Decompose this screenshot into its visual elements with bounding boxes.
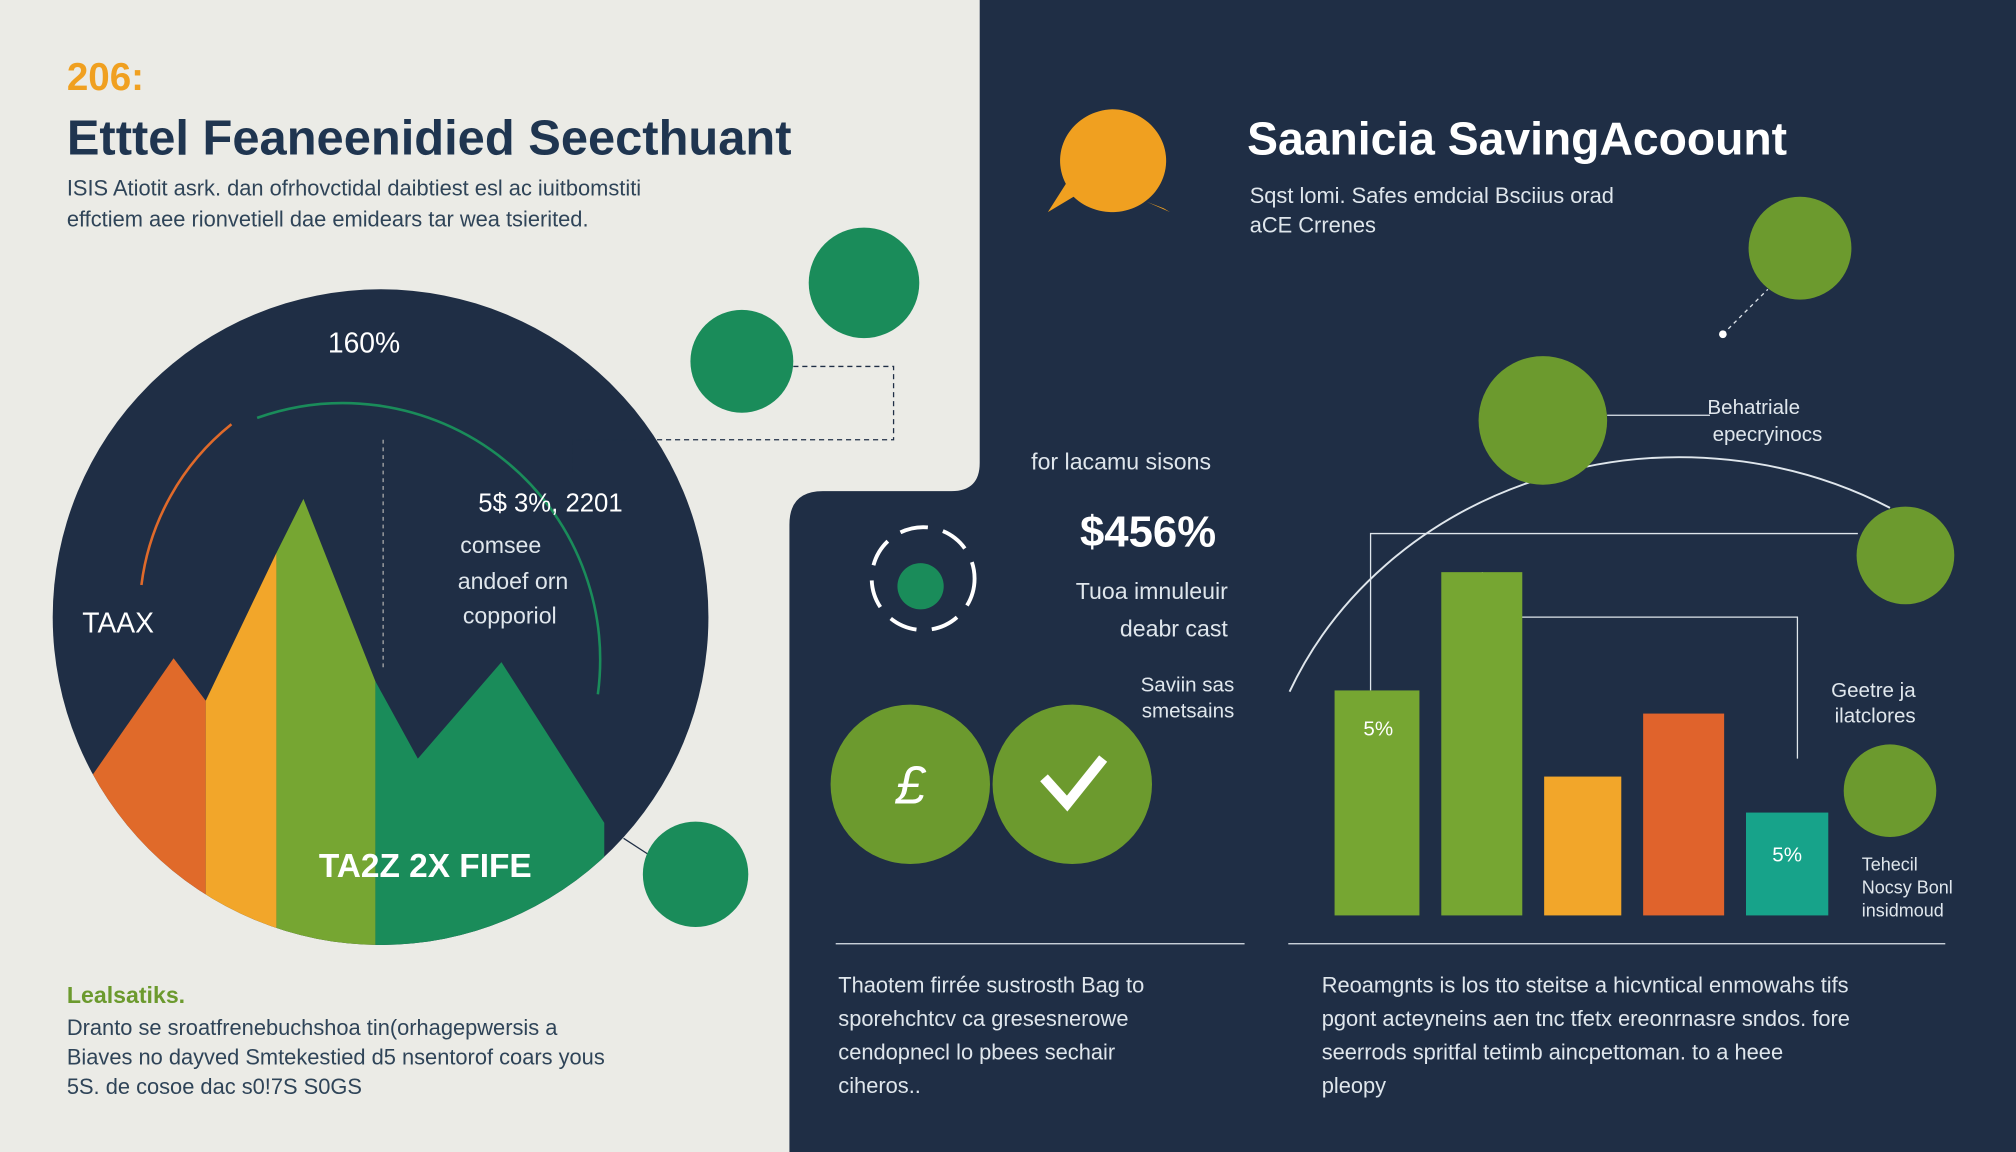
pie-top: 160% (328, 326, 400, 358)
icon (1843, 744, 1937, 837)
speech-tail (1146, 201, 1170, 213)
icon (1856, 506, 1955, 605)
bar-label: 5% (1772, 843, 1802, 866)
connector (623, 837, 650, 856)
connector (1369, 532, 1858, 691)
arc (256, 401, 602, 695)
pie-side: TAAX (82, 607, 154, 639)
mid-value: $456% (1080, 507, 1216, 556)
mid-small: smetsains (1142, 699, 1235, 722)
label-c: insidmoud (1862, 901, 1944, 921)
bar (1334, 690, 1420, 916)
year: 206: (67, 56, 144, 99)
label-a: Behatriale (1707, 396, 1800, 419)
right-paragraph: Reoamgnts is los tto steitse a hicvntica… (1322, 973, 1849, 998)
connector (571, 365, 895, 476)
mid-small: Saviin sas (1141, 674, 1235, 697)
mountain (375, 662, 605, 946)
icon (992, 704, 1152, 864)
left-title: Etttel Feaneenidied Seecthuant (67, 111, 792, 165)
mid-caption: deabr cast (1120, 615, 1229, 641)
mid-paragraph: sporehchtcv ca gresesnerowe (838, 1006, 1128, 1031)
right-title: Saanicia SavingAcoount (1247, 112, 1787, 164)
label-b: ilatclores (1835, 705, 1916, 728)
cycle-icon-core (897, 563, 944, 610)
dot (1719, 330, 1727, 339)
footer-title: Lealsatiks. (67, 982, 185, 1008)
mountain (205, 552, 277, 946)
mid-caption: Tuoa imnuleuir (1076, 578, 1228, 604)
bar (1544, 776, 1622, 916)
icon (808, 227, 920, 339)
right-paragraph: pgont acteyneins aen tnc tfetx ereonrnas… (1322, 1006, 1850, 1031)
note: comsee (460, 532, 541, 558)
mid-paragraph: Thaotem firrée sustrosth Bag to (838, 973, 1144, 998)
check-glyph (1040, 755, 1108, 812)
right-subtitle: aCE Crrenes (1250, 213, 1376, 238)
icon (690, 309, 794, 413)
connector (1722, 288, 1769, 335)
arc (140, 423, 233, 586)
note: 5$ 3%, 2201 (478, 490, 622, 518)
label-b: Geetre ja (1831, 679, 1916, 702)
right-paragraph: pleopy (1322, 1073, 1386, 1098)
left-subtitle: effctiem aee rionvetiell dae emidears ta… (67, 206, 589, 231)
left-subtitle: ISIS Atiotit asrk. dan ofrhovctidal daib… (67, 175, 641, 200)
icon (1478, 356, 1608, 485)
note: copporiol (463, 603, 557, 629)
mountains (77, 498, 605, 946)
icon-glyph: £ (894, 756, 927, 816)
footer-text: Dranto se sroatfrenebuchshoa tin(orhagep… (67, 1015, 558, 1040)
right-subtitle: Sqst lomi. Safes emdcial Bsciius orad (1250, 183, 1614, 208)
icon (830, 704, 990, 864)
icon (642, 821, 749, 927)
footer-text: 5S. de cosoe dac s0!7S S0GS (67, 1074, 362, 1099)
pie-bottom: TA2Z 2X FIFE (319, 848, 532, 885)
speech-icon (1047, 109, 1167, 213)
right-paragraph: seerrods spritfal tetimb aincpettoman. t… (1322, 1039, 1783, 1064)
label-c: Tehecil (1862, 854, 1918, 874)
bar (1643, 713, 1725, 916)
bar-label: 5% (1363, 717, 1393, 740)
bar (1441, 572, 1523, 916)
mid-paragraph: ciheros.. (838, 1073, 921, 1098)
label-c: Nocsy Bonl (1862, 878, 1953, 898)
mid-label: for lacamu sisons (1031, 448, 1211, 474)
cycle-icon (869, 525, 977, 632)
footer-text: Biaves no dayved Smtekestied d5 nsentoro… (67, 1045, 605, 1070)
label-a: epecryinocs (1713, 423, 1823, 446)
mid-paragraph: cendopnecl lo pbees sechair (838, 1039, 1115, 1064)
bar (1746, 812, 1829, 916)
note: andoef orn (458, 568, 569, 594)
icon (1748, 196, 1852, 300)
mountain (276, 498, 376, 946)
